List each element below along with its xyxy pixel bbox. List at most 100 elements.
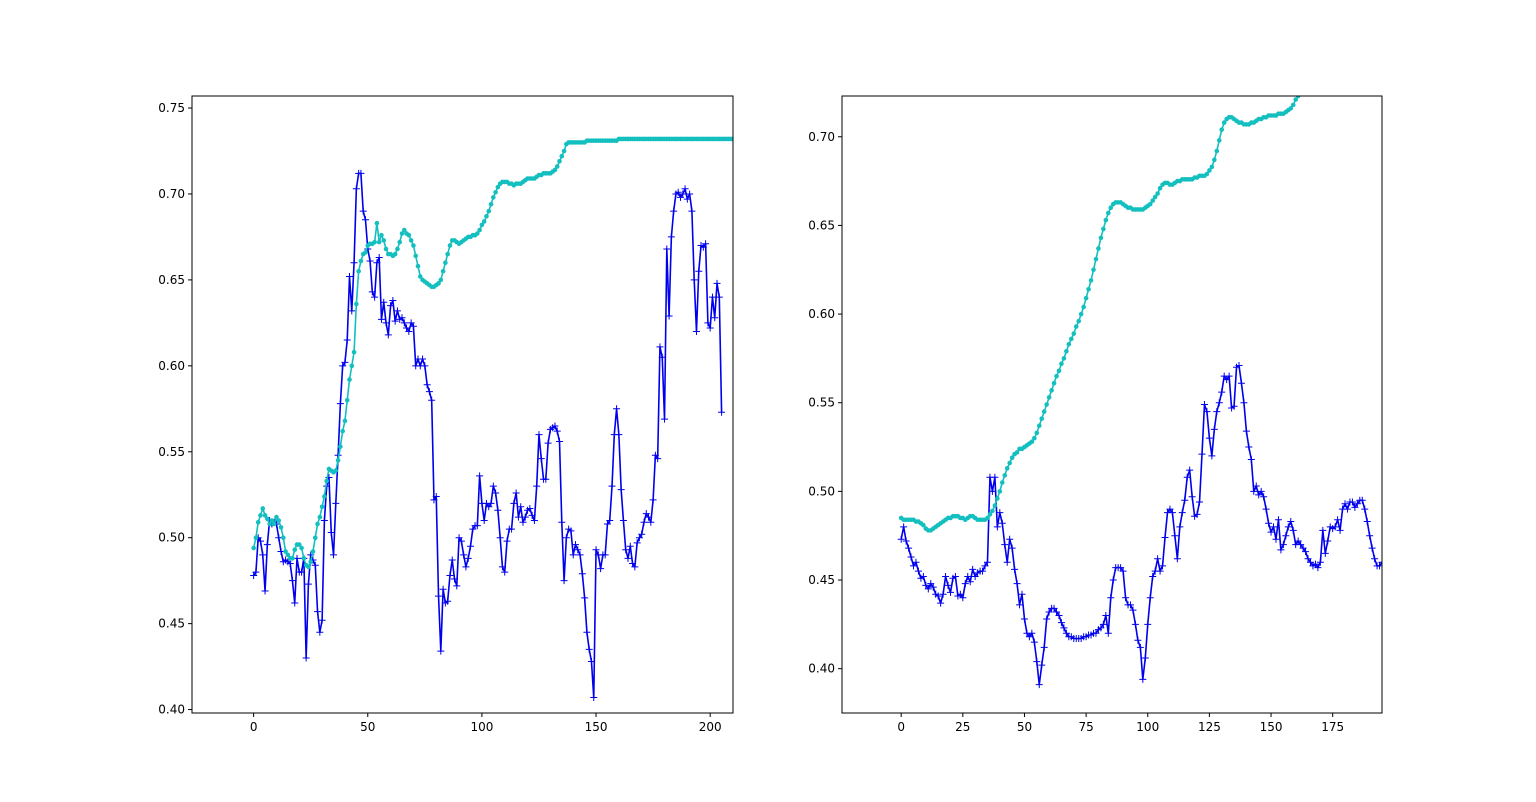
data-point <box>383 246 389 252</box>
data-point <box>1304 555 1312 563</box>
data-point <box>1363 518 1371 526</box>
data-point <box>1299 544 1307 552</box>
data-point <box>661 415 669 423</box>
series-0 <box>897 361 1382 689</box>
data-point <box>316 628 324 636</box>
data-point <box>398 314 406 322</box>
data-point <box>679 190 687 198</box>
data-point <box>1098 235 1104 241</box>
data-point <box>372 239 377 245</box>
data-point <box>1044 402 1049 407</box>
data-point <box>1056 368 1062 374</box>
data-point <box>613 405 621 413</box>
data-point <box>1144 620 1152 628</box>
data-point <box>389 297 397 305</box>
data-point <box>730 136 733 142</box>
data-point <box>1353 500 1361 508</box>
data-point <box>312 535 318 540</box>
data-point <box>1295 96 1301 99</box>
data-point <box>1203 408 1211 416</box>
data-point <box>489 482 497 490</box>
data-point <box>674 188 682 196</box>
data-point <box>704 319 712 327</box>
data-point <box>308 559 314 565</box>
data-point <box>1033 658 1041 666</box>
data-point <box>695 267 703 275</box>
data-point <box>411 243 416 248</box>
data-point <box>1274 516 1282 524</box>
data-point <box>1054 373 1059 379</box>
data-point <box>1154 555 1162 563</box>
data-point <box>1014 450 1020 455</box>
series-line <box>252 172 723 699</box>
data-point <box>552 167 558 173</box>
data-point <box>667 233 675 241</box>
data-point <box>554 164 560 169</box>
data-point <box>1103 217 1109 223</box>
data-point <box>479 222 485 228</box>
data-point <box>320 517 328 525</box>
data-point <box>1106 210 1111 216</box>
data-point <box>1071 331 1077 336</box>
data-point <box>368 288 376 296</box>
data-point <box>1321 549 1329 557</box>
data-point <box>987 512 993 517</box>
data-point <box>1108 205 1114 210</box>
data-point <box>519 518 527 526</box>
data-point <box>681 185 689 193</box>
data-point <box>961 580 969 588</box>
data-point <box>1277 546 1285 554</box>
data-point <box>346 272 354 280</box>
data-point <box>1157 185 1163 191</box>
data-point <box>1081 304 1086 310</box>
data-point <box>631 563 639 571</box>
data-point <box>1255 491 1263 499</box>
data-point <box>487 499 495 507</box>
data-point <box>979 567 987 575</box>
data-point <box>1083 295 1089 301</box>
data-point <box>438 277 444 283</box>
data-point <box>366 257 374 265</box>
data-point <box>342 418 348 424</box>
series-line <box>900 364 1382 686</box>
data-point <box>530 517 538 525</box>
data-point <box>897 535 905 543</box>
data-point <box>617 486 625 494</box>
data-point <box>1018 590 1026 598</box>
axes-frame <box>191 95 734 714</box>
data-point <box>1045 608 1053 616</box>
data-point <box>302 654 310 662</box>
data-point <box>512 489 520 497</box>
data-point <box>1043 615 1051 623</box>
data-point <box>993 523 1001 531</box>
data-point <box>432 492 440 500</box>
data-point <box>1073 324 1079 329</box>
data-point <box>1131 620 1139 628</box>
data-point <box>1341 500 1349 508</box>
data-point <box>1126 601 1134 609</box>
data-point <box>428 396 436 404</box>
data-point <box>971 572 979 580</box>
y-tick-label: 0.45 <box>808 573 835 587</box>
y-tick-label: 0.55 <box>158 445 185 459</box>
data-point <box>1040 643 1048 651</box>
data-point <box>493 189 498 195</box>
data-point <box>1096 246 1101 251</box>
data-point <box>624 554 632 562</box>
data-point <box>510 499 518 507</box>
data-point <box>1287 518 1295 526</box>
data-point <box>475 231 480 236</box>
data-point <box>544 439 552 447</box>
data-point <box>1260 493 1268 501</box>
data-point <box>1156 567 1164 575</box>
data-point <box>900 523 908 531</box>
data-point <box>1193 510 1201 518</box>
data-point <box>654 455 662 463</box>
data-point <box>1343 505 1351 513</box>
data-point <box>937 599 945 607</box>
data-point <box>665 312 673 320</box>
data-point <box>683 195 691 203</box>
data-point <box>526 504 534 512</box>
data-point <box>1134 636 1142 644</box>
data-point <box>1209 164 1215 170</box>
